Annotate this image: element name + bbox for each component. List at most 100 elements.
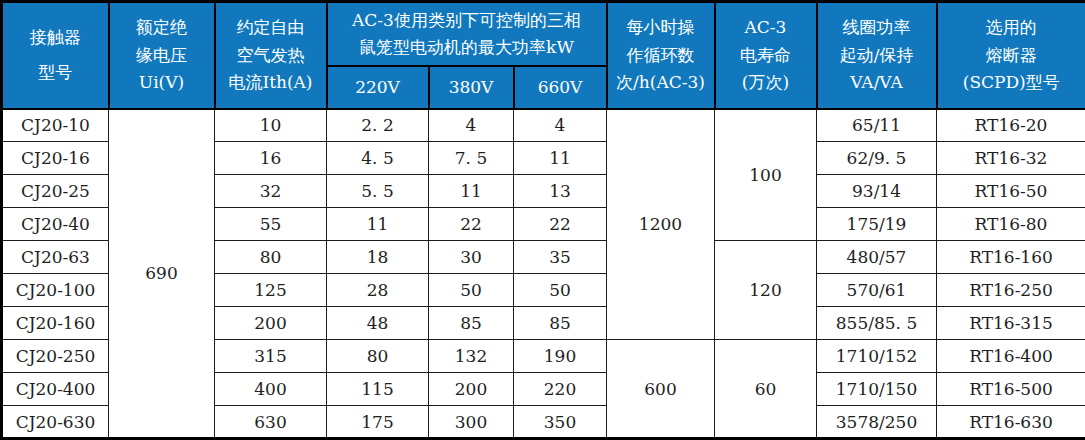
cell-model: CJ20-630 (2, 406, 109, 439)
cell-coil: 175/19 (817, 208, 937, 241)
cell-ith: 400 (215, 373, 327, 406)
subheader-660v: 660V (514, 66, 607, 109)
cell-p220: 5. 5 (327, 175, 429, 208)
cell-coil: 3578/250 (817, 406, 937, 439)
cell-p380: 22 (429, 208, 514, 241)
subheader-220v: 220V (327, 66, 429, 109)
cell-p660: 11 (514, 142, 607, 175)
cell-p380: 7. 5 (429, 142, 514, 175)
cell-fuse: RT16-32 (937, 142, 1085, 175)
cell-p380: 30 (429, 241, 514, 274)
cell-coil: 855/85. 5 (817, 307, 937, 340)
header-cycles-line1: 每小时操 (627, 14, 695, 41)
cell-coil: 1710/152 (817, 340, 937, 373)
header-model-line2: 型号 (38, 55, 72, 91)
cell-ith: 55 (215, 208, 327, 241)
cell-model: CJ20-250 (2, 340, 109, 373)
cell-fuse: RT16-50 (937, 175, 1085, 208)
cell-life-merged: 100 (715, 109, 817, 241)
header-cycles-line2: 作循环数 (627, 42, 695, 69)
cell-p220: 48 (327, 307, 429, 340)
cell-p220: 175 (327, 406, 429, 439)
header-ith-line3: 电流Ith(A) (228, 69, 312, 96)
cell-cycles-merged: 1200 (607, 109, 715, 340)
header-fuse-model: 选用的 熔断器 (SCPD)型号 (937, 2, 1085, 109)
header-ui-line2: 缘电压 (136, 42, 187, 69)
cell-model: CJ20-100 (2, 274, 109, 307)
cell-fuse: RT16-250 (937, 274, 1085, 307)
cell-ith: 10 (215, 109, 327, 142)
header-life-line1: AC-3 (745, 14, 787, 41)
cell-p380: 200 (429, 373, 514, 406)
cell-p660: 4 (514, 109, 607, 142)
cell-ith: 125 (215, 274, 327, 307)
cell-p660: 85 (514, 307, 607, 340)
cell-model: CJ20-160 (2, 307, 109, 340)
cell-p660: 35 (514, 241, 607, 274)
header-coil-power: 线圈功率 起动/保持 VA/VA (817, 2, 937, 109)
cell-coil: 65/11 (817, 109, 937, 142)
cell-p660: 220 (514, 373, 607, 406)
cell-model: CJ20-63 (2, 241, 109, 274)
cell-coil: 570/61 (817, 274, 937, 307)
cell-p660: 190 (514, 340, 607, 373)
cell-ith: 630 (215, 406, 327, 439)
cell-model: CJ20-25 (2, 175, 109, 208)
cell-ith: 32 (215, 175, 327, 208)
header-fuse-line2: 熔断器 (986, 42, 1037, 69)
header-coil-line2: 起动/保持 (840, 42, 914, 69)
cell-p380: 300 (429, 406, 514, 439)
cell-ui-merged: 690 (109, 109, 215, 439)
header-life-line3: (万次) (742, 69, 789, 96)
cell-model: CJ20-400 (2, 373, 109, 406)
cell-fuse: RT16-500 (937, 373, 1085, 406)
cell-p220: 11 (327, 208, 429, 241)
header-coil-line1: 线圈功率 (843, 14, 911, 41)
header-electrical-life: AC-3 电寿命 (万次) (715, 2, 817, 109)
cell-p660: 13 (514, 175, 607, 208)
header-model: 接触器 型号 (2, 2, 109, 109)
cell-p220: 4. 5 (327, 142, 429, 175)
cell-fuse: RT16-400 (937, 340, 1085, 373)
cell-p380: 50 (429, 274, 514, 307)
cell-p220: 115 (327, 373, 429, 406)
cell-p660: 22 (514, 208, 607, 241)
cell-p380: 132 (429, 340, 514, 373)
table-row: CJ20-10 690 10 2. 2 4 4 1200 100 65/11 R… (2, 109, 1085, 142)
header-power-line2: 鼠笼型电动机的最大功率kW (359, 34, 574, 61)
cell-model: CJ20-40 (2, 208, 109, 241)
header-ith-line2: 空气发热 (237, 42, 305, 69)
cell-life-merged: 60 (715, 340, 817, 439)
cell-p660: 50 (514, 274, 607, 307)
cell-p380: 85 (429, 307, 514, 340)
cell-fuse: RT16-160 (937, 241, 1085, 274)
header-ui-line1: 额定绝 (136, 14, 187, 41)
cell-ith: 315 (215, 340, 327, 373)
cell-coil: 480/57 (817, 241, 937, 274)
contactor-spec-page: 接触器 型号 额定绝 缘电压 Ui(V) 约定自由 空气发热 电流Ith (0, 0, 1085, 440)
cell-model: CJ20-16 (2, 142, 109, 175)
header-ith-line1: 约定自由 (237, 14, 305, 41)
subheader-380v: 380V (429, 66, 514, 109)
header-fuse-line3: (SCPD)型号 (963, 69, 1060, 96)
cell-coil: 93/14 (817, 175, 937, 208)
header-cycles-line3: 次/h(AC-3) (616, 69, 705, 96)
header-thermal-current: 约定自由 空气发热 电流Ith(A) (215, 2, 327, 109)
cell-fuse: RT16-630 (937, 406, 1085, 439)
cell-fuse: RT16-315 (937, 307, 1085, 340)
cell-ith: 200 (215, 307, 327, 340)
cell-coil: 62/9. 5 (817, 142, 937, 175)
cell-life-merged: 120 (715, 241, 817, 340)
header-cycles-per-hour: 每小时操 作循环数 次/h(AC-3) (607, 2, 715, 109)
cell-fuse: RT16-80 (937, 208, 1085, 241)
cell-p380: 4 (429, 109, 514, 142)
header-fuse-line1: 选用的 (986, 14, 1037, 41)
header-ui-line3: Ui(V) (139, 69, 184, 96)
header-model-line1: 接触器 (30, 20, 81, 56)
header-max-power-group: AC-3使用类别下可控制的三相 鼠笼型电动机的最大功率kW (327, 2, 607, 66)
cell-p220: 80 (327, 340, 429, 373)
cell-p660: 350 (514, 406, 607, 439)
cell-cycles-merged: 600 (607, 340, 715, 439)
cell-p220: 28 (327, 274, 429, 307)
cell-ith: 16 (215, 142, 327, 175)
